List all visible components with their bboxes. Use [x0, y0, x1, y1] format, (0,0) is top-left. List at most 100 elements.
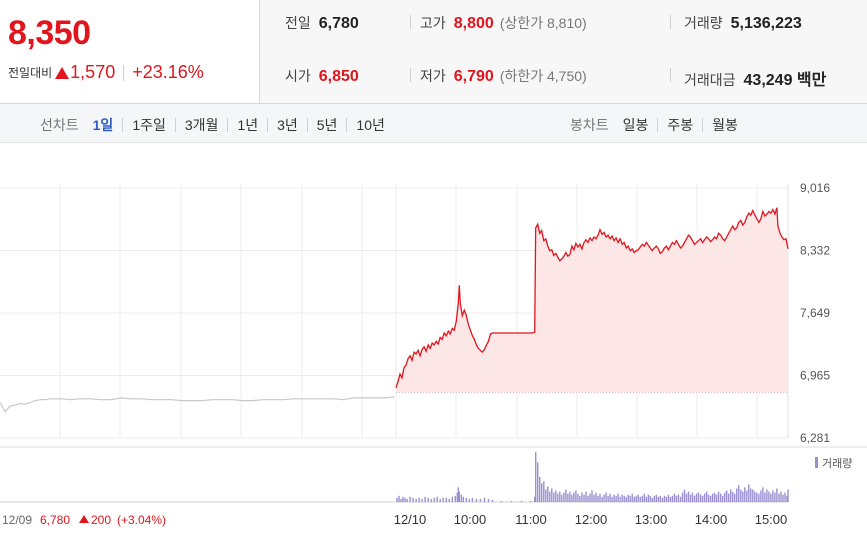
- volume-bar: [631, 493, 633, 502]
- y-tick-label: 9,016: [800, 181, 830, 195]
- period-selector-bar: 선차트 1일 1주일 3개월 1년 3년 5년 10년 봉차트 일봉 주봉 월봉: [0, 104, 867, 143]
- volume-bar: [717, 491, 720, 502]
- volume-bar: [589, 493, 591, 502]
- stat-label: 저가: [420, 68, 446, 84]
- volume-bar: [609, 493, 611, 502]
- stat-value: 8,800: [453, 15, 494, 32]
- volume-bar: [645, 496, 647, 502]
- volume-bar: [479, 498, 482, 502]
- upper-limit: (상한가 8,810): [499, 15, 587, 31]
- volume-bar: [402, 496, 404, 502]
- volume-bar: [577, 493, 579, 502]
- volume-bar: [445, 497, 447, 502]
- volume-bar: [412, 497, 414, 502]
- price-chart: 9,016 8,332 7,649 6,965 6,281 거래량 12/10 10:00 11…: [0, 181, 867, 527]
- volume-bar: [530, 501, 532, 502]
- volume-bar: [701, 495, 704, 503]
- volume-bar: [787, 489, 789, 502]
- volume-bar: [657, 496, 659, 502]
- volume-bar: [611, 496, 613, 502]
- volume-bar: [661, 497, 664, 502]
- volume-bar: [655, 494, 657, 502]
- period-tab-2[interactable]: 3개월: [174, 118, 228, 132]
- current-price-box: 8,350 전일대비 1,570 +23.16%: [0, 0, 260, 103]
- prev-day-price-line: [0, 396, 395, 413]
- price-summary: 8,350 전일대비 1,570 +23.16% 전일 6,780 시가 6,8…: [0, 0, 867, 104]
- period-tab-5[interactable]: 5년: [306, 118, 347, 132]
- stat-label: 전일: [285, 15, 311, 31]
- volume-bar: [471, 497, 474, 502]
- volume-bar: [491, 499, 494, 502]
- volume-bar: [762, 487, 764, 502]
- candle-chart-periods: 봉차트 일봉 주봉 월봉: [570, 115, 747, 135]
- volume-bar: [673, 493, 676, 502]
- stat-label: 거래대금: [684, 72, 736, 88]
- volume-bar: [551, 488, 553, 502]
- volume-bar: [409, 496, 411, 502]
- stat-value: 6,850: [318, 68, 359, 85]
- volume-bar: [603, 494, 605, 502]
- volume-bar: [400, 498, 402, 502]
- volume-legend-swatch: [815, 457, 818, 468]
- candle-tab-0[interactable]: 일봉: [622, 117, 649, 133]
- volume-bar: [591, 490, 593, 502]
- volume-bar: [607, 495, 609, 503]
- candle-tab-2[interactable]: 월봉: [702, 118, 747, 132]
- volume-bar: [549, 491, 551, 502]
- volume-bar: [770, 493, 772, 502]
- today-price-line: [395, 207, 789, 388]
- period-tab-4[interactable]: 3년: [267, 118, 307, 132]
- volume-bar: [689, 494, 692, 502]
- volume-bar: [579, 495, 581, 503]
- volume-bar: [436, 496, 438, 502]
- period-tab-6[interactable]: 10년: [346, 118, 393, 132]
- volume-bar: [760, 490, 762, 502]
- stat-value: 6,780: [318, 15, 359, 32]
- candle-chart-label: 봉차트: [570, 117, 609, 133]
- volume-bar: [687, 491, 690, 502]
- volume-bar: [537, 462, 539, 502]
- volume-bar: [629, 495, 631, 503]
- volume-bar: [424, 496, 426, 502]
- volume-bar: [671, 495, 674, 503]
- volume-bar: [451, 496, 453, 502]
- volume-bar: [599, 493, 601, 502]
- volume-bar: [647, 494, 649, 502]
- volume-bar: [454, 495, 456, 503]
- volume-bar: [705, 491, 708, 502]
- volume-bar: [621, 494, 623, 502]
- stat-open: 시가 6,850: [285, 66, 359, 86]
- change-rate: +23.16%: [132, 62, 204, 82]
- change-amount: 1,570: [70, 62, 116, 82]
- stat-value: 6,790: [453, 68, 494, 85]
- prev-day-rate: (+3.04%): [117, 513, 166, 527]
- y-tick-label: 6,965: [800, 368, 830, 382]
- stat-label: 거래량: [684, 15, 723, 31]
- change-label: 전일대비: [8, 66, 53, 80]
- volume-bar: [442, 497, 444, 502]
- divider: [410, 68, 411, 82]
- volume-bar: [418, 497, 420, 502]
- y-tick-label: 7,649: [800, 306, 830, 320]
- candle-tab-1[interactable]: 주봉: [657, 118, 702, 132]
- stat-low: 저가 6,790 (하한가 4,750): [420, 66, 587, 86]
- volume-bar: [563, 492, 565, 502]
- volume-bar: [768, 491, 770, 502]
- stat-label: 고가: [420, 15, 446, 31]
- y-tick-label: 8,332: [800, 244, 830, 258]
- volume-bar: [663, 495, 666, 503]
- period-tab-1[interactable]: 1주일: [122, 118, 175, 132]
- volume-bar: [713, 492, 716, 502]
- volume-bar: [635, 495, 637, 503]
- volume-bar: [786, 495, 788, 503]
- period-tab-3[interactable]: 1년: [227, 118, 267, 132]
- stat-label: 시가: [285, 68, 311, 84]
- volume-bar: [730, 489, 732, 502]
- volume-bar: [465, 497, 468, 502]
- period-tab-0[interactable]: 1일: [92, 117, 114, 133]
- volume-bar: [707, 494, 710, 502]
- volume-bar: [623, 495, 625, 503]
- volume-bar: [774, 492, 776, 502]
- volume-bar: [724, 492, 726, 502]
- stat-prev-close: 전일 6,780: [285, 13, 359, 33]
